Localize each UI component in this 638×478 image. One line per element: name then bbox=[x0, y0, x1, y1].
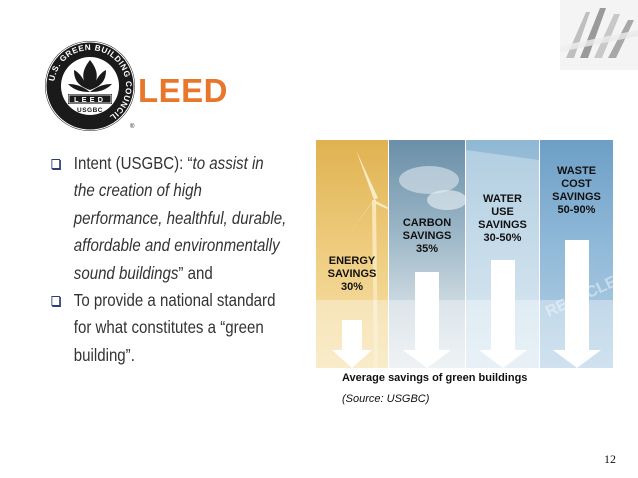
water-panel: WATER USE SAVINGS 30-50% bbox=[466, 140, 539, 368]
corner-logo-icon bbox=[560, 0, 638, 70]
energy-arrow-icon bbox=[332, 320, 372, 368]
wind-turbine-icon bbox=[346, 150, 388, 368]
bullet-intent: Intent (USGBC): “to assist in the creatio… bbox=[48, 150, 287, 287]
bullet-standard-text: To provide a national standard for what c… bbox=[74, 287, 280, 369]
energy-savings-label: ENERGY SAVINGS 30% bbox=[327, 255, 377, 293]
water-glass-icon bbox=[466, 150, 539, 368]
checkbox-bullet-icon bbox=[51, 296, 61, 307]
bullet-line: building”. bbox=[73, 344, 135, 365]
leaf-icon bbox=[83, 60, 97, 90]
logo-banner-text: LEED bbox=[74, 95, 106, 104]
waste-arrow-icon bbox=[553, 240, 601, 368]
water-savings-label: WATER USE SAVINGS 30-50% bbox=[478, 193, 527, 244]
bullet-intent-text: Intent (USGBC): “to assist in the creatio… bbox=[73, 150, 287, 287]
source-note: (Source: USGBC) bbox=[342, 393, 430, 405]
usgbc-logo: U.S. GREEN BUILDING COUNCIL LEED USGBC ® bbox=[45, 41, 135, 131]
carbon-panel: CARBON SAVINGS 35% bbox=[389, 140, 465, 368]
checkbox-bullet-icon bbox=[51, 159, 61, 169]
bullet-line: sound buildings” and bbox=[73, 262, 213, 283]
bullet-standard: To provide a national standard for what c… bbox=[48, 287, 280, 369]
bullet-line: affordable and environmentally bbox=[73, 235, 280, 256]
page-title: LEED bbox=[138, 72, 229, 109]
savings-caption: Average savings of green buildings bbox=[342, 372, 528, 384]
carbon-savings-label: CARBON SAVINGS 35% bbox=[402, 217, 452, 255]
bullet-line: the creation of high bbox=[73, 180, 202, 201]
bullet-list: Intent (USGBC): “to assist in the creatio… bbox=[48, 150, 287, 369]
logo-footer-text: USGBC bbox=[77, 107, 103, 114]
bullet-line: Intent (USGBC): “to assist in bbox=[73, 153, 264, 173]
water-arrow-icon bbox=[479, 260, 527, 368]
bullet-line: To provide a national standard bbox=[73, 290, 276, 311]
smoke-cloud-icon bbox=[399, 166, 465, 210]
energy-panel: ENERGY SAVINGS 30% bbox=[316, 140, 388, 368]
carbon-arrow-icon bbox=[403, 272, 451, 368]
bullet-line: for what constitutes a “green bbox=[73, 317, 264, 338]
registered-mark: ® bbox=[130, 123, 135, 130]
page-number: 12 bbox=[604, 452, 616, 466]
bullet-line: performance, healthful, durable, bbox=[73, 207, 287, 228]
waste-savings-label: WASTE COST SAVINGS 50-90% bbox=[552, 165, 601, 216]
